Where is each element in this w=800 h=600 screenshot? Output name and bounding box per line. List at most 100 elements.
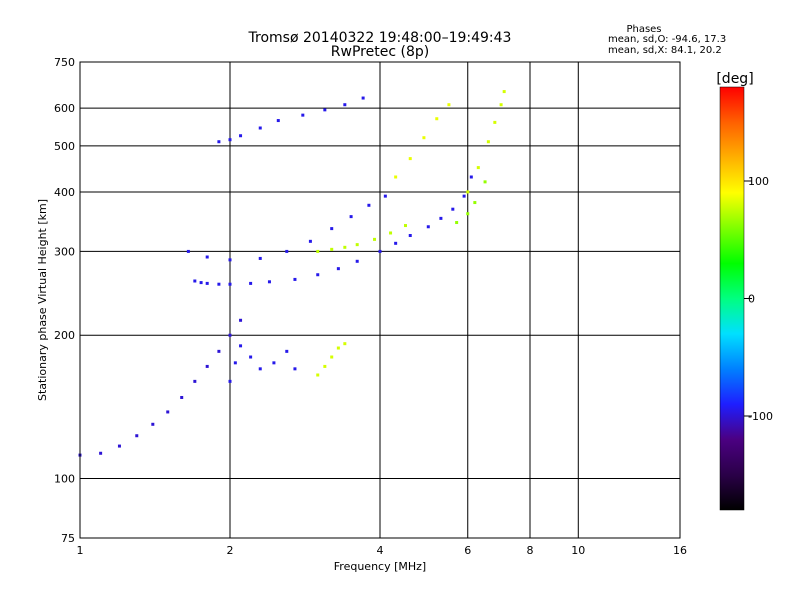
data-point [330,247,334,251]
data-point [408,157,412,161]
data-point [228,379,232,383]
data-point [293,277,297,281]
colorbar-label: [deg] [716,71,753,87]
data-point [330,227,334,231]
data-point [439,216,443,220]
data-point [323,108,327,112]
data-point [316,273,320,277]
data-point [394,175,398,179]
data-point [285,249,289,253]
y-tick-label: 750 [54,56,75,69]
x-tick-label: 6 [464,544,471,557]
x-axis-ticks: 1 2 4 6 8 10 16 [77,544,688,557]
data-point [426,225,430,229]
data-point [361,96,365,100]
data-point [466,212,470,216]
data-point [455,221,459,225]
x-tick-label: 2 [227,544,234,557]
x-tick-label: 10 [571,544,585,557]
data-point [355,259,359,263]
colorbar-tick-label: -100 [748,410,773,423]
data-point [502,90,506,94]
y-tick-label: 300 [54,245,75,258]
data-point [435,117,439,121]
data-point [258,256,262,260]
data-point [99,451,103,455]
data-point [394,241,398,245]
data-point [239,344,243,348]
data-point [217,140,221,144]
data-point [308,239,312,243]
data-point [367,203,371,207]
data-point [355,243,359,247]
data-point [473,201,477,205]
x-tick-label: 16 [673,544,687,557]
data-point [349,215,353,219]
x-tick-label: 8 [527,544,534,557]
y-tick-label: 500 [54,140,75,153]
data-point [249,281,253,285]
y-tick-label: 400 [54,186,75,199]
data-point [285,349,289,353]
phases-heading: Phases [626,24,661,35]
data-point [233,361,237,365]
data-point [343,103,347,107]
data-point [239,134,243,138]
data-point [193,279,197,283]
y-tick-label: 600 [54,102,75,115]
colorbar-ticks: 100 0 -100 [744,175,773,423]
x-tick-label: 4 [377,544,384,557]
data-point [272,361,276,365]
colorbar-tick-label: 0 [748,293,755,306]
grid-lines [80,62,680,538]
data-point [293,367,297,371]
data-point [493,120,497,124]
data-point [466,190,470,194]
data-point [193,379,197,383]
data-point [336,267,340,271]
data-point [316,249,320,253]
data-point [336,346,340,350]
data-points [78,90,506,457]
data-point [166,410,170,414]
chart-title-line1: Tromsø 20140322 19:48:00–19:49:43 [248,30,512,46]
data-point [228,282,232,286]
y-axis-ticks: 75 100 200 300 400 500 600 750 [54,56,75,545]
x-tick-label: 1 [77,544,84,557]
y-tick-label: 100 [54,473,75,486]
data-point [135,434,139,438]
y-axis-label: Stationary phase Virtual Height [km] [36,199,49,401]
colorbar-gradient [719,86,745,511]
data-point [403,224,407,228]
data-point [228,258,232,262]
data-point [408,234,412,238]
data-point [180,395,184,399]
data-point [373,237,377,241]
data-point [422,136,426,140]
data-point [301,113,305,117]
data-point [486,140,490,144]
data-point [205,364,209,368]
data-point [330,355,334,359]
data-point [451,207,455,211]
data-point [258,126,262,130]
data-point [205,255,209,259]
y-tick-label: 75 [61,532,75,545]
y-tick-label: 200 [54,329,75,342]
data-point [483,180,487,184]
data-point [117,444,121,448]
data-point [343,245,347,249]
data-point [316,373,320,377]
data-point [239,318,243,322]
data-point [217,349,221,353]
plot-frame [79,61,681,539]
data-point [378,249,382,253]
data-point [217,282,221,286]
data-point [228,138,232,142]
data-point [343,342,347,346]
x-axis-label: Frequency [MHz] [334,560,426,573]
data-point [199,281,203,285]
data-point [499,103,503,107]
data-point [323,364,327,368]
